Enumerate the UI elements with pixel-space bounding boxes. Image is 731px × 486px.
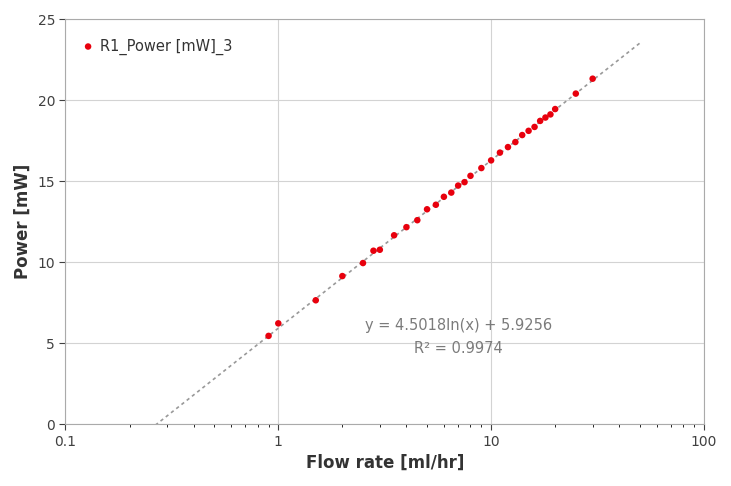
R1_Power [mW]_3 [412, 216, 423, 224]
Y-axis label: Power [mW]: Power [mW] [14, 164, 32, 279]
R1_Power [mW]_3 [452, 182, 464, 190]
R1_Power [mW]_3 [368, 247, 379, 255]
R1_Power [mW]_3 [570, 90, 582, 98]
R1_Power [mW]_3 [421, 206, 433, 213]
R1_Power [mW]_3 [587, 75, 599, 83]
R1_Power [mW]_3 [523, 127, 534, 135]
R1_Power [mW]_3 [539, 114, 551, 122]
R1_Power [mW]_3 [502, 143, 514, 151]
R1_Power [mW]_3 [494, 149, 506, 156]
R1_Power [mW]_3 [430, 201, 442, 208]
R1_Power [mW]_3 [476, 164, 488, 172]
R1_Power [mW]_3 [465, 172, 477, 180]
X-axis label: Flow rate [ml/hr]: Flow rate [ml/hr] [306, 454, 464, 472]
R1_Power [mW]_3 [374, 246, 386, 254]
Legend: R1_Power [mW]_3: R1_Power [mW]_3 [73, 27, 245, 66]
R1_Power [mW]_3 [310, 296, 322, 304]
R1_Power [mW]_3 [549, 105, 561, 113]
R1_Power [mW]_3 [401, 223, 412, 231]
R1_Power [mW]_3 [510, 138, 521, 146]
R1_Power [mW]_3 [357, 259, 369, 267]
R1_Power [mW]_3 [458, 178, 470, 186]
R1_Power [mW]_3 [445, 189, 457, 196]
Text: y = 4.5018ln(x) + 5.9256
R² = 0.9974: y = 4.5018ln(x) + 5.9256 R² = 0.9974 [365, 318, 552, 356]
R1_Power [mW]_3 [534, 117, 546, 125]
R1_Power [mW]_3 [516, 131, 528, 139]
R1_Power [mW]_3 [273, 319, 284, 327]
R1_Power [mW]_3 [262, 332, 274, 340]
R1_Power [mW]_3 [529, 123, 540, 131]
R1_Power [mW]_3 [336, 272, 348, 280]
R1_Power [mW]_3 [388, 231, 400, 239]
R1_Power [mW]_3 [545, 110, 556, 118]
R1_Power [mW]_3 [438, 193, 450, 201]
R1_Power [mW]_3 [485, 156, 497, 164]
